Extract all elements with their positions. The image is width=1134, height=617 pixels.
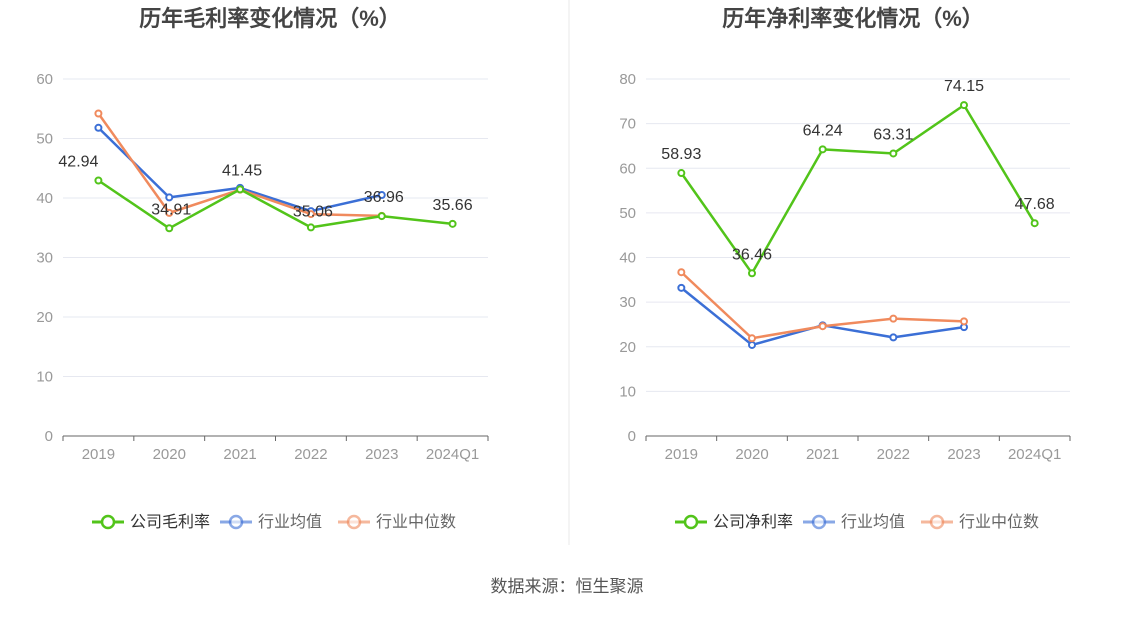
chart-panel-2: 历年净利率变化情况（%） 0 10 20 30 40 50 60 70 80 2019 2020 202… [619, 6, 1071, 531]
legend-marker [346, 514, 362, 530]
y-tick-label: 40 [619, 250, 636, 267]
y-tick-label: 50 [36, 131, 53, 148]
data-label: 35.06 [293, 203, 333, 220]
data-point-company[interactable] [448, 219, 457, 228]
legend-marker [100, 514, 116, 530]
data-label: 41.45 [222, 162, 262, 179]
data-point-company[interactable] [818, 145, 827, 154]
legend-item-median[interactable]: 行业中位数 [338, 513, 456, 531]
data-point-median[interactable] [889, 314, 898, 323]
data-point-company[interactable] [165, 224, 174, 233]
x-tick-label: 2024Q1 [1008, 446, 1061, 463]
x-tick-label: 2023 [947, 446, 980, 463]
y-tick-label: 0 [45, 428, 53, 445]
y-tick-label: 50 [619, 205, 636, 222]
data-label: 36.96 [364, 189, 404, 206]
y-tick-label: 60 [36, 71, 53, 88]
data-point-company[interactable] [960, 101, 968, 110]
data-point-avg[interactable] [748, 340, 756, 349]
y-tick-label: 80 [619, 71, 636, 88]
data-point-median[interactable] [677, 268, 686, 277]
data-label: 42.94 [58, 154, 98, 171]
y-tick-label: 20 [619, 339, 636, 356]
series-line-avg [680, 286, 965, 347]
data-label: 36.46 [732, 246, 772, 263]
y-tick-label: 30 [619, 294, 636, 311]
data-point-company[interactable] [748, 269, 756, 278]
data-point-avg[interactable] [94, 123, 103, 132]
data-point-company[interactable] [677, 169, 686, 178]
data-label: 58.93 [661, 146, 701, 163]
chart-panel-1: 历年毛利率变化情况（%） 0 10 20 30 40 50 60 2019 2020 2021 202… [36, 6, 489, 531]
series-line-company [680, 103, 1036, 275]
y-tick-label: 0 [628, 428, 636, 445]
legend-label: 行业均值 [258, 513, 322, 531]
data-point-company[interactable] [377, 212, 386, 221]
data-label: 63.31 [873, 126, 913, 143]
x-tick-label: 2019 [82, 446, 115, 463]
data-label: 47.68 [1015, 196, 1055, 213]
data-point-median[interactable] [306, 210, 315, 219]
x-tick-label: 2021 [223, 446, 256, 463]
x-tick-label: 2024Q1 [426, 446, 479, 463]
data-point-avg[interactable] [889, 333, 898, 342]
x-tick-label: 2021 [806, 446, 839, 463]
legend-item-avg[interactable]: 行业均值 [803, 513, 905, 531]
x-tick-label: 2022 [877, 446, 910, 463]
y-tick-label: 30 [36, 250, 53, 267]
legend-label: 行业中位数 [959, 513, 1039, 531]
y-tick-label: 40 [36, 190, 53, 207]
y-tick-label: 20 [36, 309, 53, 326]
data-point-company[interactable] [236, 185, 245, 194]
data-label: 35.66 [433, 197, 473, 214]
legend-marker [683, 514, 699, 530]
data-point-avg[interactable] [165, 193, 174, 202]
x-tick-label: 2020 [735, 446, 768, 463]
y-tick-label: 60 [619, 160, 636, 177]
data-point-avg[interactable] [677, 283, 686, 292]
data-point-median[interactable] [960, 317, 968, 326]
data-point-company[interactable] [1030, 219, 1039, 228]
legend-item-median[interactable]: 行业中位数 [921, 513, 1039, 531]
y-tick-label: 70 [619, 116, 636, 133]
legend-label: 行业均值 [841, 513, 905, 531]
data-label: 34.91 [151, 201, 191, 218]
data-point-median[interactable] [165, 208, 174, 217]
legend-marker [811, 514, 827, 530]
y-tick-label: 10 [36, 369, 53, 386]
x-tick-label: 2022 [294, 446, 327, 463]
data-point-company[interactable] [306, 223, 315, 232]
data-label: 74.15 [944, 78, 984, 95]
legend-label: 行业中位数 [376, 513, 456, 531]
x-tick-label: 2023 [365, 446, 398, 463]
legend-item-company[interactable]: 公司毛利率 [92, 513, 210, 531]
x-tick-label: 2020 [153, 446, 186, 463]
chart-title: 历年净利率变化情况（%） [722, 6, 984, 31]
data-point-median[interactable] [818, 322, 827, 331]
legend-item-avg[interactable]: 行业均值 [220, 513, 322, 531]
legend-label: 公司毛利率 [130, 513, 210, 531]
data-point-avg[interactable] [377, 191, 386, 200]
series-line-company [97, 179, 453, 230]
data-label: 64.24 [803, 122, 843, 139]
data-point-median[interactable] [94, 109, 103, 118]
legend-marker [929, 514, 945, 530]
legend-label: 公司净利率 [713, 513, 793, 531]
data-point-company[interactable] [889, 149, 898, 158]
legend-item-company[interactable]: 公司净利率 [675, 513, 793, 531]
source-text: 数据来源：恒生聚源 [491, 577, 644, 596]
data-point-median[interactable] [748, 334, 756, 343]
legend-marker [228, 514, 244, 530]
chart-title: 历年毛利率变化情况（%） [139, 6, 401, 31]
y-tick-label: 10 [619, 383, 636, 400]
data-point-company[interactable] [94, 176, 103, 185]
x-tick-label: 2019 [665, 446, 698, 463]
